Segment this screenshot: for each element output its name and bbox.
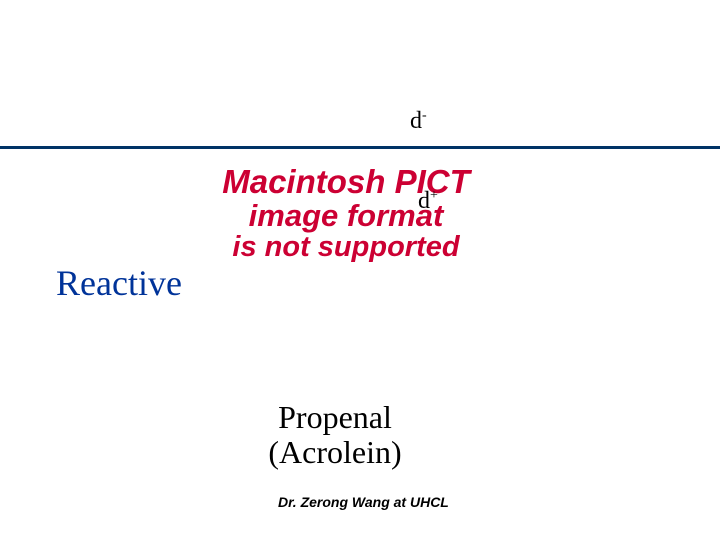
- compound-line-1: Propenal: [240, 400, 430, 435]
- delta-negative: d-: [410, 108, 427, 135]
- compound-line-2: (Acrolein): [240, 435, 430, 470]
- reactive-label: Reactive: [56, 262, 182, 304]
- slide: Macintosh PICT image format is not suppo…: [0, 0, 720, 540]
- pict-line-3: is not supported: [216, 232, 476, 262]
- delta-positive: d+: [418, 188, 438, 215]
- title-divider: [0, 146, 720, 149]
- compound-name: Propenal (Acrolein): [240, 400, 430, 470]
- footer-credit: Dr. Zerong Wang at UHCL: [278, 494, 449, 510]
